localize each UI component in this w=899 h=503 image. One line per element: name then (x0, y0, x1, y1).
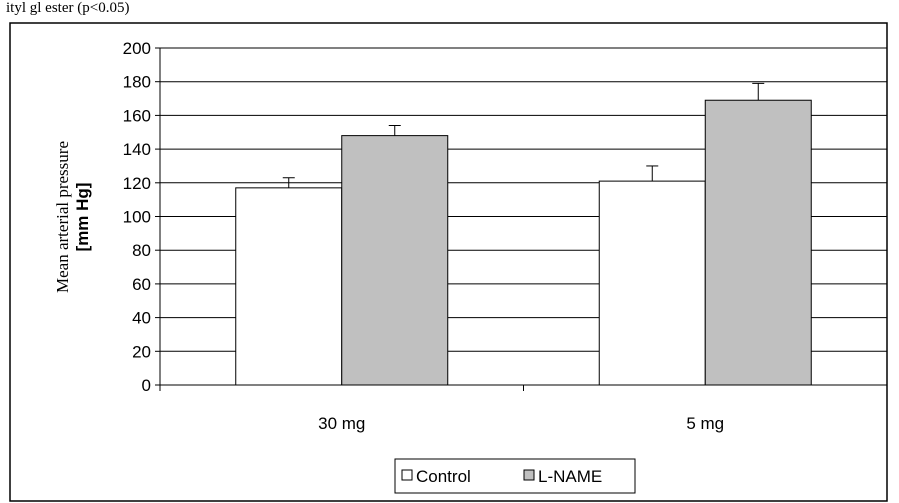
y-axis-title-line1: Mean arterial pressure (53, 141, 72, 293)
y-tick-label: 0 (142, 376, 151, 395)
bar (341, 135, 449, 386)
legend-swatch-lname (523, 469, 535, 481)
legend-label-lname: L-NAME (538, 467, 602, 486)
y-tick-label: 120 (123, 174, 151, 193)
y-tick-label: 20 (132, 342, 151, 361)
bar (598, 180, 706, 386)
legend-box (394, 458, 636, 494)
y-tick-label: 180 (123, 73, 151, 92)
y-axis-title-line2: [mm Hg] (73, 183, 92, 252)
y-tick-label: 140 (123, 140, 151, 159)
y-tick-label: 60 (132, 275, 151, 294)
header-caption: ityl gl ester (p<0.05) (6, 0, 129, 16)
y-tick-label: 40 (132, 309, 151, 328)
bar (704, 99, 812, 386)
y-tick-label: 80 (132, 241, 151, 260)
legend: Control L-NAME (394, 458, 636, 494)
y-tick-label: 200 (123, 39, 151, 58)
bar (235, 187, 343, 386)
y-tick-label: 160 (123, 106, 151, 125)
legend-label-control: Control (416, 467, 471, 486)
x-tick-label: 5 mg (686, 414, 724, 433)
legend-swatch-control (401, 469, 413, 481)
y-axis-title: Mean arterial pressure [mm Hg] (53, 141, 92, 293)
y-tick-label: 100 (123, 208, 151, 227)
plot-area: 0 20 40 60 80 100 120 140 160 180 200 30 mg 5 mg (123, 39, 888, 433)
x-tick-label: 30 mg (318, 414, 365, 433)
